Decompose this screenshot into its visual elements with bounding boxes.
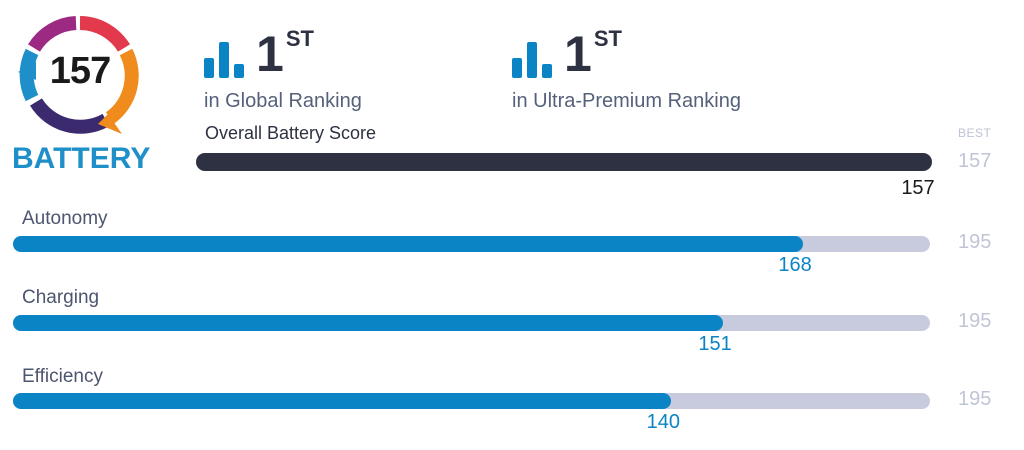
autonomy-bar	[13, 236, 804, 252]
ultra-premium-rank-number: 1	[564, 26, 592, 82]
bar-chart-icon	[512, 42, 552, 78]
overall-score-bar	[196, 153, 932, 171]
charging-label: Charging	[22, 287, 100, 308]
overall-best-value: 157	[958, 150, 992, 172]
global-rank-suffix: ST	[285, 26, 314, 51]
charging-best-value: 195	[958, 310, 992, 332]
overall-score-value: 157	[901, 177, 935, 199]
efficiency-best-value: 195	[958, 388, 992, 410]
global-rank-number: 1	[256, 26, 284, 82]
ultra-premium-rank-label: in Ultra-Premium Ranking	[512, 90, 741, 112]
score-ring-icon	[18, 16, 139, 134]
ultra-premium-rank-suffix: ST	[593, 26, 622, 51]
battery-category-label: BATTERY	[12, 142, 151, 175]
autonomy-label: Autonomy	[22, 208, 108, 229]
best-column-label: BEST	[958, 126, 992, 140]
charging-value: 151	[698, 333, 732, 355]
global-rank-label: in Global Ranking	[204, 90, 362, 112]
efficiency-bar	[13, 393, 672, 409]
ultra-premium-ranking[interactable]: 1 ST in Ultra-Premium Ranking	[512, 28, 741, 113]
badge-score: 157	[49, 50, 111, 92]
global-ranking[interactable]: 1 ST in Global Ranking	[204, 28, 362, 113]
autonomy-value: 168	[778, 254, 812, 276]
efficiency-label: Efficiency	[22, 366, 103, 387]
battery-score-badge: 157	[10, 10, 142, 138]
overall-score-title: Overall Battery Score	[205, 123, 377, 143]
bar-chart-icon	[204, 42, 244, 78]
autonomy-best-value: 195	[958, 231, 992, 253]
efficiency-value: 140	[646, 411, 681, 433]
charging-bar	[13, 315, 724, 331]
